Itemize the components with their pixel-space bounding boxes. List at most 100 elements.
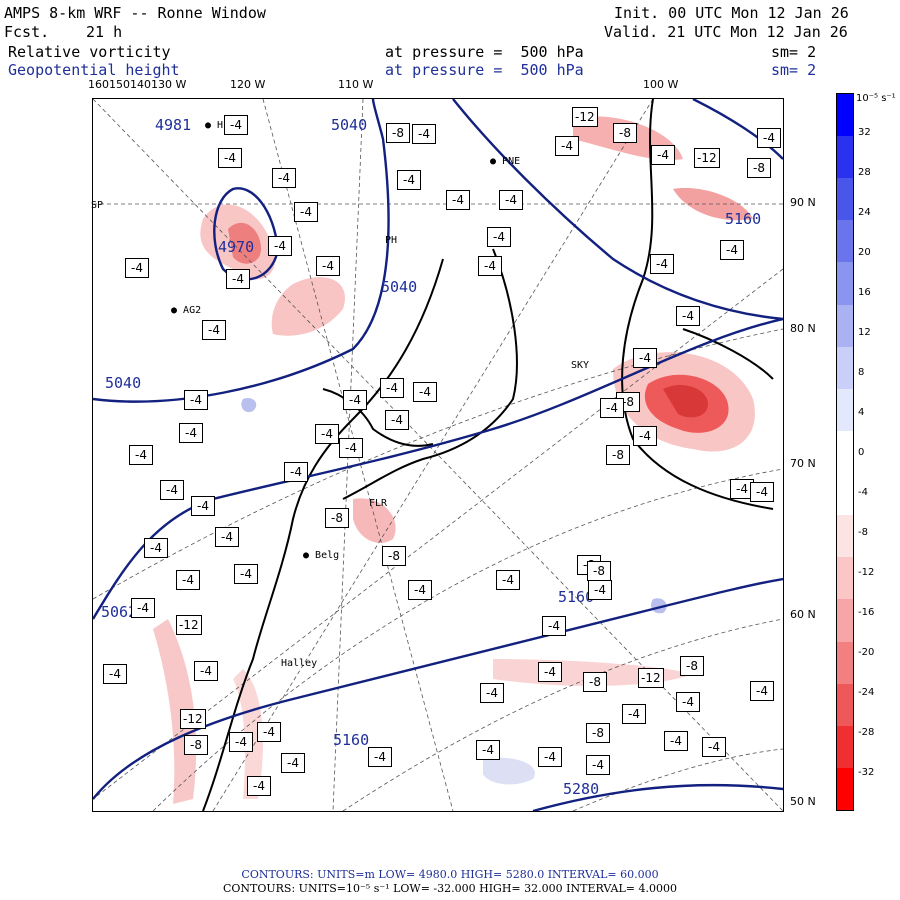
vorticity-contour-label: -8 (325, 508, 349, 528)
vorticity-contour-label: -4 (272, 168, 296, 188)
vorticity-contour-label: -4 (633, 348, 657, 368)
vorticity-contour-label: -4 (339, 438, 363, 458)
height-label: 4970 (218, 238, 255, 256)
vorticity-contour-label: -4 (257, 722, 281, 742)
colorbar-tick-label: 12 (858, 327, 871, 338)
colorbar-segment (837, 262, 853, 306)
colorbar (836, 93, 854, 811)
vorticity-contour-label: -8 (583, 672, 607, 692)
vorticity-contour-label: -4 (478, 256, 502, 276)
colorbar-tick-label: 16 (858, 287, 871, 298)
colorbar-segment (837, 388, 853, 432)
height-label: 5062 (101, 603, 138, 621)
vorticity-contour-label: -4 (408, 580, 432, 600)
vorticity-contour-label: -4 (476, 740, 500, 760)
vorticity-contour-label: -4 (160, 480, 184, 500)
vorticity-contour-label: -4 (496, 570, 520, 590)
vorticity-contour-label: -4 (125, 258, 149, 278)
lon-label-120: 120 W (230, 78, 266, 91)
colorbar-segment (837, 599, 853, 643)
vorticity-contour-label: -4 (651, 145, 675, 165)
vorticity-contour-label: -4 (538, 662, 562, 682)
colorbar-segment (837, 136, 853, 179)
station-sp: SP (91, 200, 104, 211)
forecast-hour: 21 h (86, 23, 123, 41)
vorticity-contour-label: -4 (380, 378, 404, 398)
lat-label-70: 70 N (790, 457, 816, 470)
vorticity-contour-label: -4 (234, 564, 258, 584)
vorticity-contour-label: -4 (176, 570, 200, 590)
vorticity-contour-label: -4 (103, 664, 127, 684)
vorticity-contour-label: -4 (664, 731, 688, 751)
vorticity-contour-label: -4 (316, 256, 340, 276)
vorticity-contour-label: -4 (413, 382, 437, 402)
colorbar-tick-label: 24 (858, 207, 871, 218)
vorticity-contour-label: -4 (487, 227, 511, 247)
height-label: 5160 (725, 210, 762, 228)
footer-height-contours: CONTOURS: UNITS=m LOW= 4980.0 HIGH= 5280… (241, 868, 659, 881)
colorbar-segment (837, 515, 853, 558)
colorbar-segment (837, 557, 853, 600)
height-label: 5160 (558, 588, 595, 606)
vorticity-contour-label: -12 (694, 148, 720, 168)
lon-label-110: 110 W (338, 78, 374, 91)
vorticity-contour-label: -4 (397, 170, 421, 190)
vorticity-contour-label: -4 (499, 190, 523, 210)
vorticity-contour-label: -12 (572, 107, 598, 127)
vorticity-contour-label: -4 (284, 462, 308, 482)
footer-vorticity-contours: CONTOURS: UNITS=10⁻⁵ s⁻¹ LOW= -32.000 HI… (222, 882, 678, 895)
lat-label-90: 90 N (790, 196, 816, 209)
vorticity-contour-label: -4 (247, 776, 271, 796)
vorticity-contour-label: -8 (586, 723, 610, 743)
vorticity-shading (153, 116, 755, 804)
vorticity-contour-label: -12 (638, 668, 664, 688)
lon-label-100: 100 W (643, 78, 679, 91)
lat-label-60: 60 N (790, 608, 816, 621)
init-time: Init. 00 UTC Mon 12 Jan 26 (614, 4, 849, 22)
vorticity-contour-label: -4 (480, 683, 504, 703)
lon-label-160: 160150140130 W (88, 78, 187, 91)
vorticity-contour-label: -4 (129, 445, 153, 465)
lat-label-80: 80 N (790, 322, 816, 335)
vorticity-contour-label: -4 (224, 115, 248, 135)
vorticity-contour-label: -4 (281, 753, 305, 773)
field2-level: at pressure = 500 hPa (385, 61, 584, 79)
field2-name: Geopotential height (8, 61, 180, 79)
vorticity-contour-label: -4 (757, 128, 781, 148)
colorbar-segment (837, 430, 853, 474)
vorticity-contour-label: -4 (555, 136, 579, 156)
vorticity-contour-label: -4 (676, 306, 700, 326)
vorticity-contour-label: -4 (538, 747, 562, 767)
vorticity-contour-label: -4 (385, 410, 409, 430)
height-label: 5040 (105, 374, 142, 392)
vorticity-contour-label: -4 (218, 148, 242, 168)
field2-smoothing: sm= 2 (771, 61, 817, 79)
vorticity-contour-label: -4 (542, 616, 566, 636)
coastlines (202, 99, 774, 811)
colorbar-tick-label: -20 (858, 647, 875, 658)
vorticity-contour-label: -8 (680, 656, 704, 676)
colorbar-tick-label: -32 (858, 767, 875, 778)
forecast-label: Fcst. (4, 23, 50, 41)
colorbar-tick-label: -28 (858, 727, 875, 738)
colorbar-tick-label: -16 (858, 607, 875, 618)
colorbar-unit: 10⁻⁵ s⁻¹ (856, 93, 896, 104)
vorticity-contour-label: -8 (606, 445, 630, 465)
lat-label-50: 50 N (790, 795, 816, 808)
vorticity-contour-label: -4 (702, 737, 726, 757)
station-belg: ● Belg (303, 550, 340, 561)
colorbar-segment (837, 725, 853, 769)
product-title: AMPS 8-km WRF -- Ronne Window (4, 4, 266, 22)
vorticity-contour-label: -8 (613, 123, 637, 143)
vorticity-contour-label: -4 (194, 661, 218, 681)
vorticity-contour-label: -4 (268, 236, 292, 256)
station-ag2: ● AG2 (171, 305, 202, 316)
colorbar-segment (837, 94, 853, 137)
colorbar-segment (837, 767, 853, 811)
vorticity-contour-label: -4 (720, 240, 744, 260)
vorticity-contour-label: -4 (215, 527, 239, 547)
field1-smoothing: sm= 2 (771, 43, 817, 61)
vorticity-contour-label: -4 (586, 755, 610, 775)
vorticity-contour-label: -8 (382, 546, 406, 566)
station-pne: ● PNE (490, 156, 521, 167)
